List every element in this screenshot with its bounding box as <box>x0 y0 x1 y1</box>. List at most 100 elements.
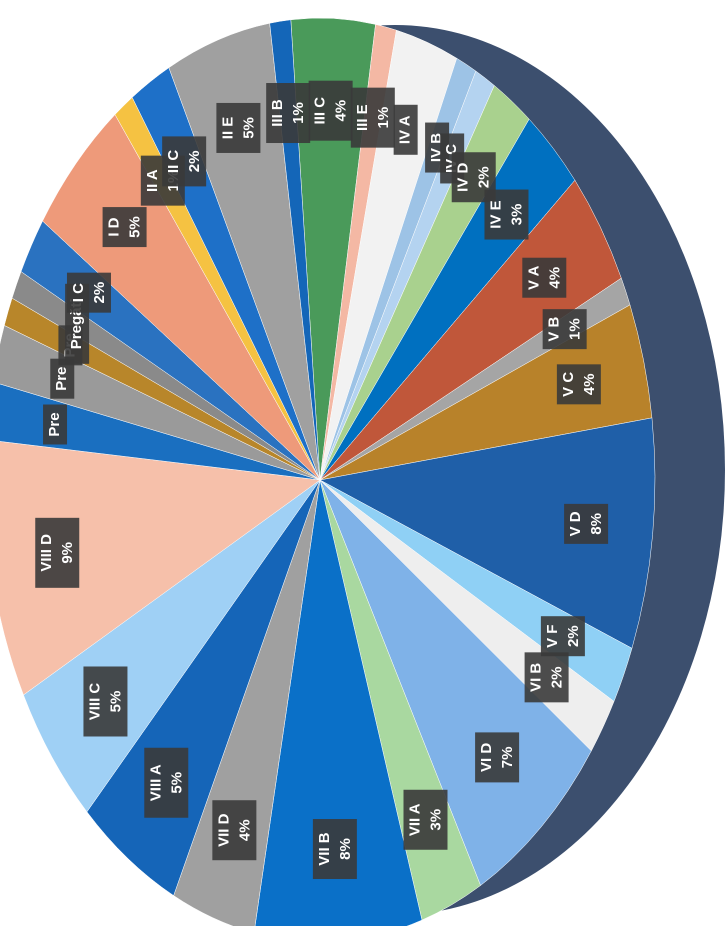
data-label: I C 2% <box>66 272 111 313</box>
category-label: I D <box>106 217 123 236</box>
label-box <box>522 257 567 298</box>
value-label: 2% <box>549 667 566 689</box>
category-label: III C <box>312 97 329 125</box>
label-box <box>43 404 68 445</box>
value-label: 4% <box>546 267 563 289</box>
value-label: 4% <box>236 819 253 841</box>
label-box <box>524 652 569 703</box>
category-label: III B <box>269 99 286 127</box>
labels: III C 4% III E 1% IV AIV BIV CIV D 2%IV E 3%V … <box>35 80 609 880</box>
label-box <box>475 732 520 783</box>
data-label: VIII C 5% <box>83 666 128 737</box>
category-label: VI D <box>478 743 495 772</box>
label-box <box>564 503 609 544</box>
category-label: II C <box>165 150 182 174</box>
label-box <box>102 207 147 248</box>
pie-slice <box>319 417 656 649</box>
value-label: 2% <box>186 151 203 173</box>
value-label: 5% <box>107 691 124 713</box>
data-label: IV E 3% <box>484 189 529 240</box>
pie-slice <box>42 114 321 481</box>
value-label: 2% <box>476 166 493 188</box>
value-label: 1% <box>567 318 584 340</box>
category-label: II E <box>219 117 236 140</box>
label-box <box>83 666 128 737</box>
data-label: II C 2% <box>162 136 207 187</box>
value-label: 8% <box>337 838 354 860</box>
category-label: VI B <box>528 663 545 692</box>
data-label: VII A 3% <box>403 789 448 850</box>
data-label: II E 5% <box>216 102 261 153</box>
category-label: III E <box>354 104 371 131</box>
label-box <box>403 789 448 850</box>
value-label: 5% <box>240 117 257 139</box>
data-label: Pre <box>43 404 68 445</box>
data-label: VIII D 9% <box>35 517 80 588</box>
category-label: Pre <box>53 367 70 391</box>
value-label: 7% <box>499 747 516 769</box>
data-label: III B 1% <box>266 83 311 144</box>
category-label: VII B <box>316 832 333 866</box>
pie <box>0 17 656 926</box>
category-label: V C <box>560 372 577 397</box>
label-box <box>35 517 80 588</box>
category-label: I C <box>70 283 87 302</box>
category-label: V F <box>544 625 561 648</box>
category-label: V A <box>525 265 542 290</box>
value-label: 1% <box>375 107 392 129</box>
value-label: 3% <box>427 809 444 831</box>
category-label: V D <box>567 511 584 536</box>
label-box <box>212 800 257 861</box>
label-box <box>50 358 75 399</box>
category-label: Pre <box>46 412 63 436</box>
data-label: V C 4% <box>556 364 601 405</box>
category-label: V B <box>546 316 563 341</box>
data-label: III E 1% <box>350 87 395 148</box>
pie-slice <box>0 441 321 696</box>
category-label: VIII D <box>38 534 55 572</box>
label-box <box>308 80 353 141</box>
data-label: V D 8% <box>564 503 609 544</box>
label-box <box>484 189 529 240</box>
data-label: IV A <box>393 104 418 155</box>
value-label: 3% <box>508 204 525 226</box>
label-box <box>162 136 207 187</box>
category-label: VII A <box>406 803 423 836</box>
category-label: IV A <box>397 115 414 144</box>
label-box <box>393 104 418 155</box>
label-box <box>556 364 601 405</box>
data-label: VI B 2% <box>524 652 569 703</box>
label-box <box>66 272 111 313</box>
data-label: I D 5% <box>102 207 147 248</box>
value-label: 4% <box>581 373 598 395</box>
label-box <box>312 819 357 880</box>
value-label: 8% <box>588 513 605 535</box>
category-label: VII D <box>215 813 232 847</box>
value-label: 4% <box>333 100 350 122</box>
label-box <box>144 747 189 818</box>
data-label: VII B 8% <box>312 819 357 880</box>
label-box <box>266 83 311 144</box>
value-label: 2% <box>91 282 108 304</box>
data-label: Pre <box>50 358 75 399</box>
data-label: VII D 4% <box>212 800 257 861</box>
data-label: VI D 7% <box>475 732 520 783</box>
category-label: VIII A <box>147 764 164 801</box>
value-label: 5% <box>127 216 144 238</box>
category-label: IV E <box>487 200 504 228</box>
data-label: VIII A 5% <box>144 747 189 818</box>
label-box <box>542 309 587 350</box>
category-label: II A <box>144 169 161 192</box>
pie-slice <box>254 479 423 926</box>
data-label: III C 4% <box>308 80 353 141</box>
value-label: 5% <box>168 772 185 794</box>
category-label: IV D <box>455 162 472 191</box>
data-label: V B 1% <box>542 309 587 350</box>
value-label: 1% <box>290 102 307 124</box>
label-box <box>540 616 585 657</box>
data-label: V F 2% <box>540 616 585 657</box>
label-box <box>350 87 395 148</box>
data-label: V A 4% <box>522 257 567 298</box>
label-box <box>216 102 261 153</box>
